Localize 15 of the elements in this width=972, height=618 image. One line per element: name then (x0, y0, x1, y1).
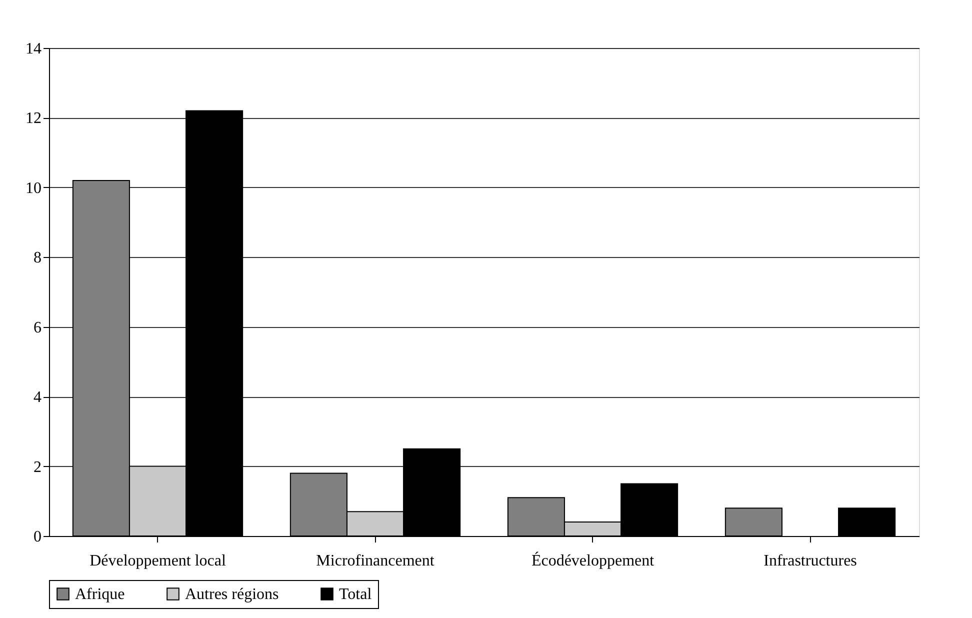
y-tick-label: 14 (26, 40, 42, 58)
x-tick-label: Écodéveloppement (531, 552, 655, 570)
legend-label: Total (339, 586, 372, 603)
y-tick-label: 6 (34, 319, 42, 336)
y-tick-label: 8 (34, 250, 42, 267)
y-tick-label: 0 (34, 528, 42, 546)
legend-label: Autres régions (185, 586, 279, 603)
y-tick-label: 2 (34, 458, 42, 476)
y-tick-label: 4 (34, 389, 42, 406)
x-tick-label: Développement local (90, 552, 226, 570)
legend-label: Afrique (75, 586, 125, 603)
x-tick-label: Microfinancement (316, 552, 435, 570)
y-tick-label: 10 (26, 180, 42, 197)
x-tick-label: Infrastructures (764, 552, 857, 570)
y-tick-label: 12 (26, 110, 42, 128)
